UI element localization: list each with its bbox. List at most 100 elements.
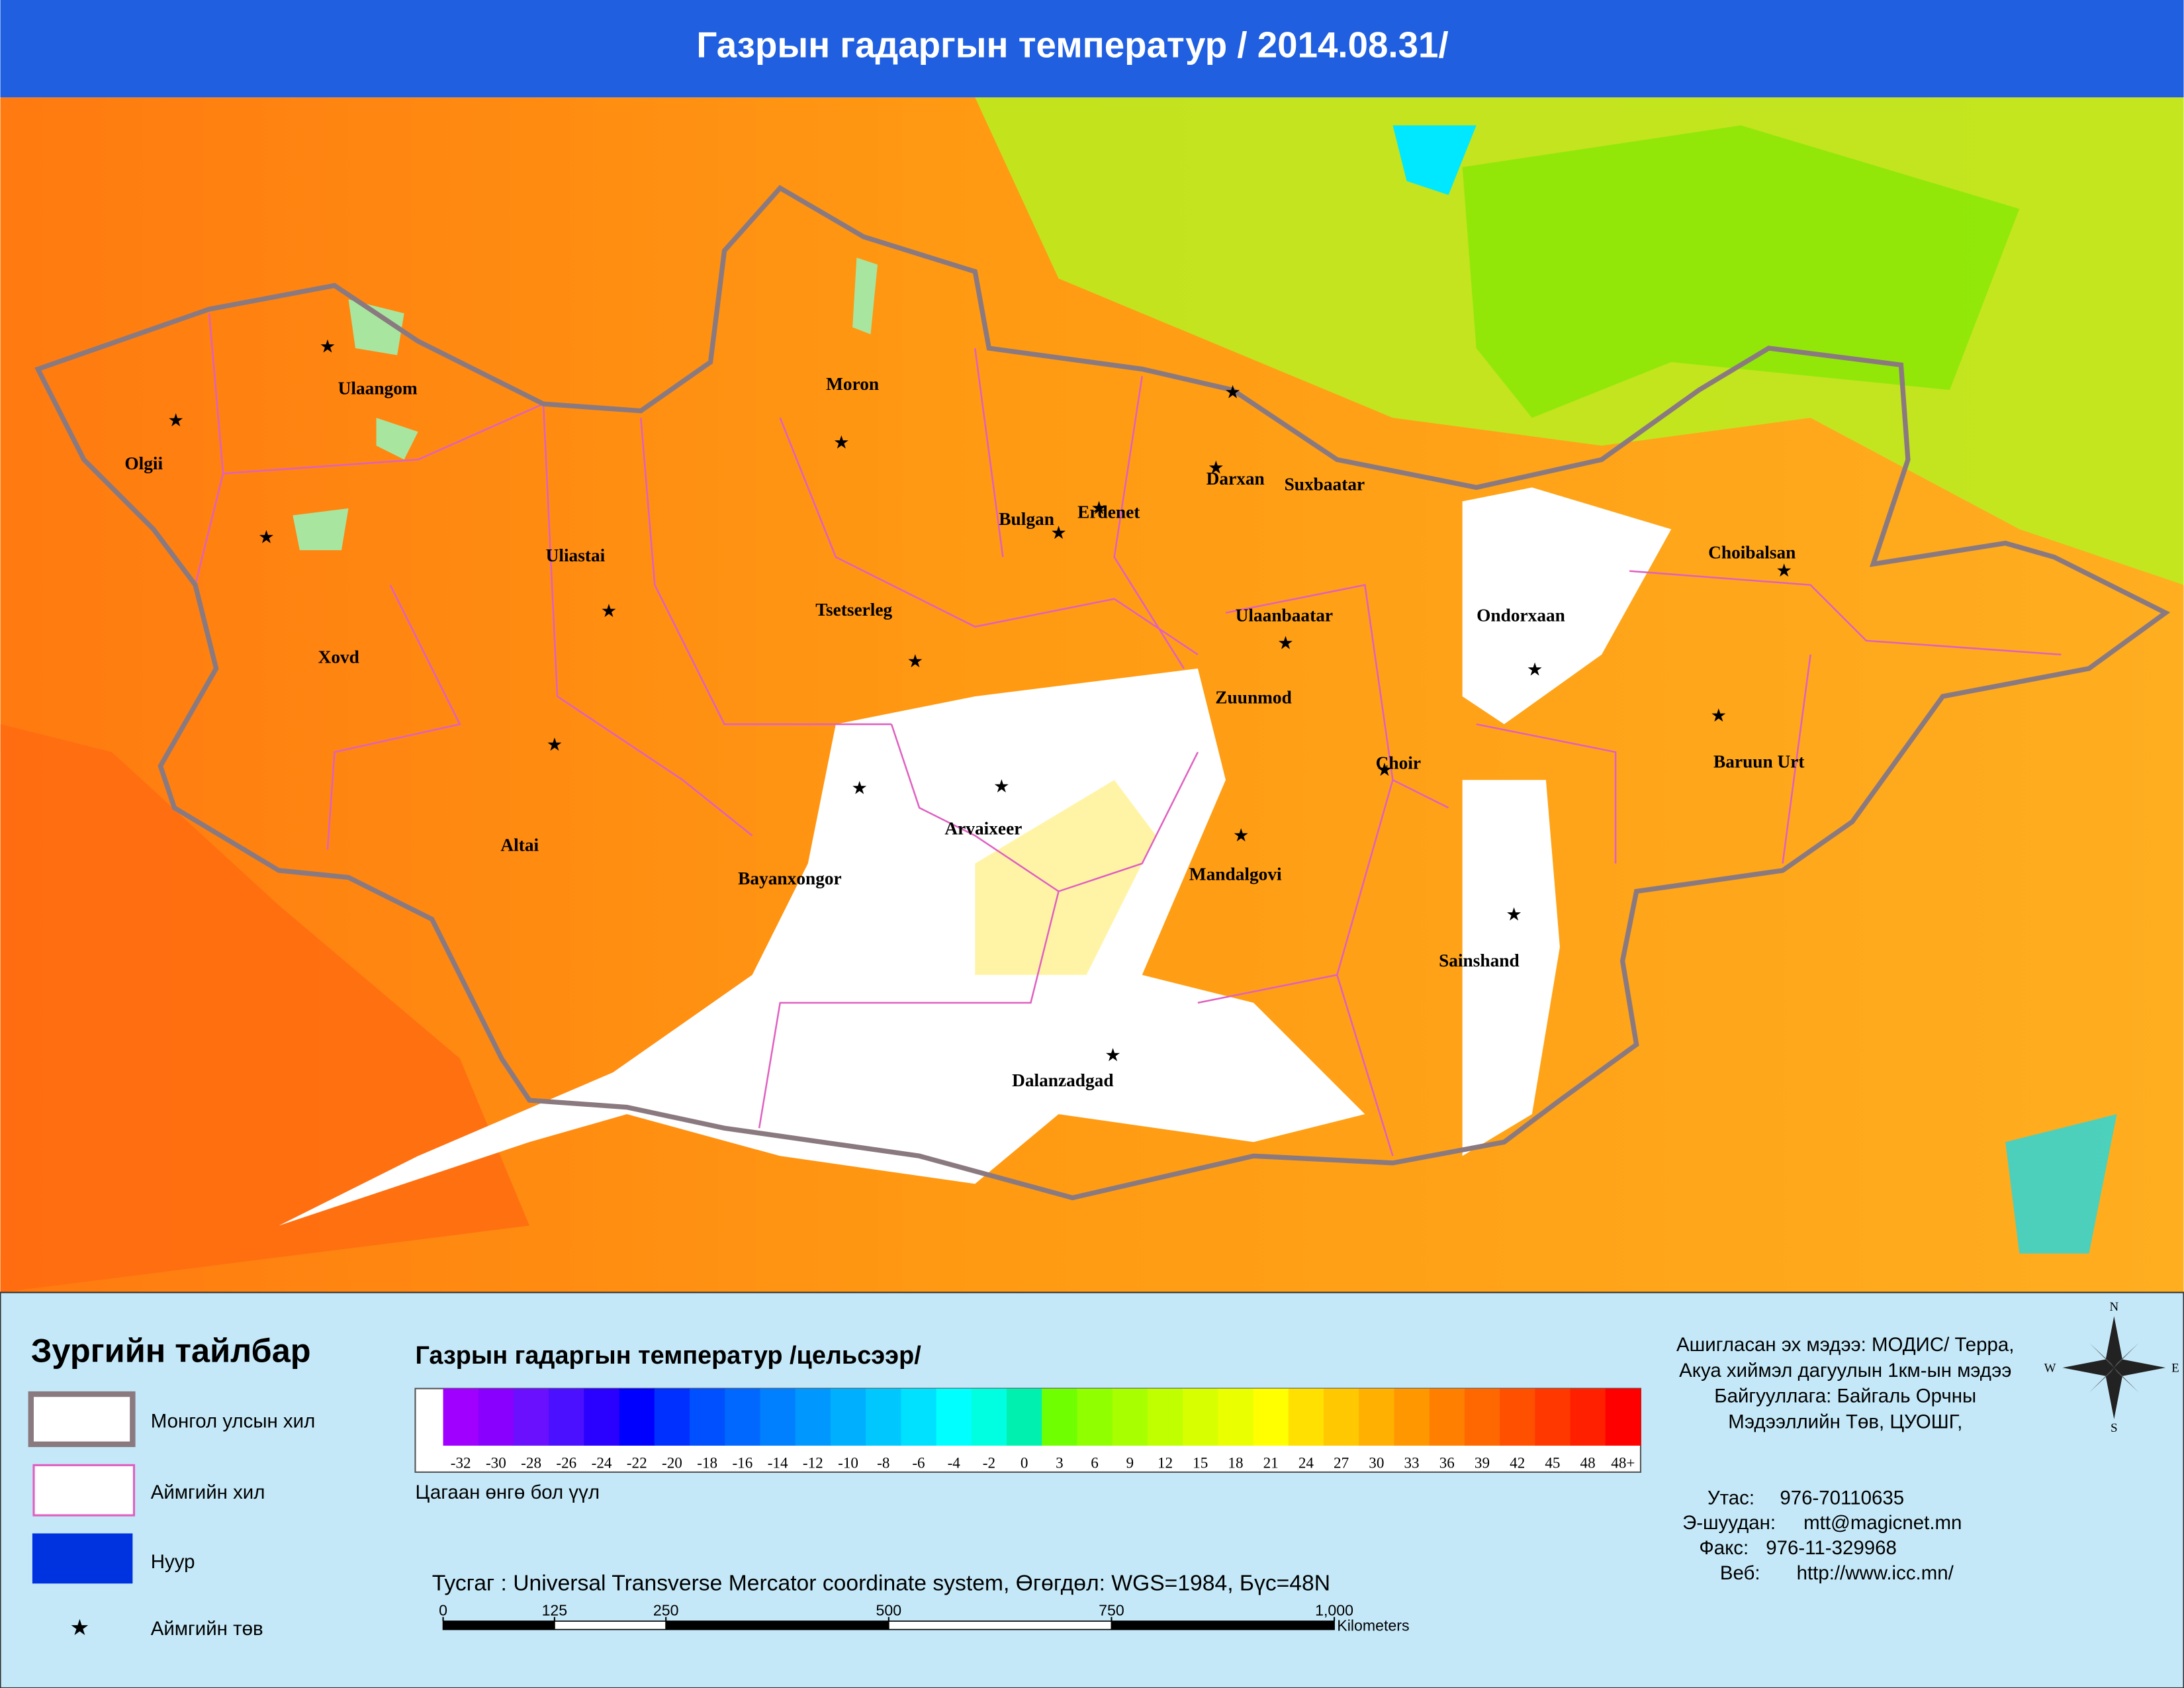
colorbar-label: 39 [1475,1455,1490,1472]
city-label: Xovd [318,647,359,667]
contact-value: http://www.icc.mn/ [1797,1562,1954,1584]
city-star: ★ [547,734,563,755]
colorbar-label: 21 [1263,1455,1279,1472]
cloud [279,668,1365,1226]
colorbar-label: 42 [1510,1455,1525,1472]
colorbar-swatch [1570,1388,1606,1446]
colorbar: -32 -30 -28 -26 -24 -22 -20 -18 -16 -14 -12 -10 -8 -6… [443,1388,1641,1472]
lake-cold [1392,125,1477,195]
colorbar-swatch [1042,1388,1078,1446]
city-star: ★ [258,527,275,547]
colorbar-swatch [760,1388,796,1446]
city-label: Suxbaatar [1285,475,1365,494]
colorbar-label: 6 [1091,1455,1099,1472]
colorbar-swatch [866,1388,902,1446]
province-borders [194,313,2062,1156]
colorbar-label: 48+ [1611,1455,1635,1472]
colorbar-swatch [1605,1388,1641,1446]
colorbar-swatch [830,1388,866,1446]
colorbar-label: -8 [877,1455,889,1472]
city-star: ★ [851,777,868,798]
city-star: ★ [1224,382,1241,402]
compass-s: S [2111,1421,2118,1435]
city-label: Moron [826,374,879,394]
scale-segment [665,1620,889,1630]
contact-label: Э-шуудан: [1682,1512,1776,1534]
city-star: ★ [993,776,1010,796]
city-star: ★ [601,600,617,621]
city-label: Dalanzadgad [1012,1070,1113,1090]
colorbar-swatch [1007,1388,1042,1446]
colorbar-label: -20 [662,1455,682,1472]
colorbar-swatch [725,1388,761,1446]
scale-label: 500 [876,1602,902,1619]
scale-segment [887,1620,1113,1630]
colorbar-label: 9 [1126,1455,1134,1472]
contact-label: Утас: [1707,1487,1754,1509]
colorbar-label: 0 [1021,1455,1028,1472]
colorbar-swatch [1218,1388,1254,1446]
contact-value: 976-70110635 [1780,1487,1904,1509]
city-star: ★ [167,410,184,430]
colorbar-label: -4 [948,1455,961,1472]
colorbar-label: -6 [912,1455,925,1472]
legend-title: Зургийн тайлбар [31,1332,311,1370]
scale-segment [1111,1620,1335,1630]
compass-w: W [2044,1361,2056,1375]
city-label: Ulaangom [338,378,418,398]
colorbar-swatch [690,1388,725,1446]
credit-line: Байгууллага: Байгаль Орчны [1714,1385,1976,1407]
colorbar-swatch [1253,1388,1289,1446]
colorbar-swatch [443,1388,479,1446]
cities: ★ Olgii ★ Ulaangom ★ Xovd ★ Uliastai ★ Altai ★ Moro… [124,336,1804,1090]
legend-symbol-star: ★ [69,1616,89,1640]
scale-segment [554,1620,667,1630]
colorbar-label: 18 [1228,1455,1243,1472]
colorbar-swatch [1077,1388,1113,1446]
city-star: ★ [1050,522,1067,543]
scale-label: 0 [439,1602,447,1619]
city-label: Bayanxongor [738,868,842,888]
city-star: ★ [1208,457,1224,477]
colorbar-swatch [901,1388,937,1446]
colorbar-swatch [549,1388,585,1446]
colorbar-swatch [1183,1388,1218,1446]
colorbar-label: -10 [838,1455,858,1472]
city-label: Olgii [124,453,163,473]
colorbar-label: -12 [803,1455,823,1472]
colorbar-label: -28 [521,1455,541,1472]
colorbar-swatch [795,1388,831,1446]
city-label: Baruun Urt [1713,751,1805,771]
compass-n: N [2109,1300,2118,1314]
city-star: ★ [907,651,924,671]
contact-value: mtt@magicnet.mn [1803,1512,1962,1534]
city-label: Ulaanbaatar [1236,605,1333,625]
legend-item: Аймгийн хил [151,1481,265,1503]
credit-line: Акуа хиймэл дагуулын 1км-ын мэдээ [1679,1360,2011,1382]
legend-item: Нуур [151,1551,195,1573]
scale-label: 125 [542,1602,568,1619]
contact-label: Веб: [1720,1562,1760,1584]
colorbar-swatch [478,1388,514,1446]
cloud [1462,487,1672,725]
colorbar-label: -18 [697,1455,717,1472]
colorbar-swatch [1147,1388,1183,1446]
colorbar-label: 27 [1334,1455,1349,1472]
colorbar-label: -30 [486,1455,506,1472]
cool-region [1462,125,2020,418]
city-label: Mandalgovi [1189,865,1282,884]
credit-line: Мэдээллийн Төв, ЦУОШГ, [1728,1411,1962,1433]
map-frame: ★ Olgii ★ Ulaangom ★ Xovd ★ Uliastai ★ Altai ★ Moro… [0,97,2184,1293]
city-label: Altai [500,835,539,855]
city-label: Tsetserleg [815,600,892,620]
colorbar-swatch [1429,1388,1465,1446]
colorbar-swatch [1464,1388,1500,1446]
colorbar-label: -26 [556,1455,576,1472]
colorbar-swatch [619,1388,655,1446]
city-label: Bulgan [999,509,1054,529]
colorbar-label: -24 [592,1455,612,1472]
city-label: Ondorxaan [1477,605,1565,625]
city-star: ★ [1091,497,1107,518]
